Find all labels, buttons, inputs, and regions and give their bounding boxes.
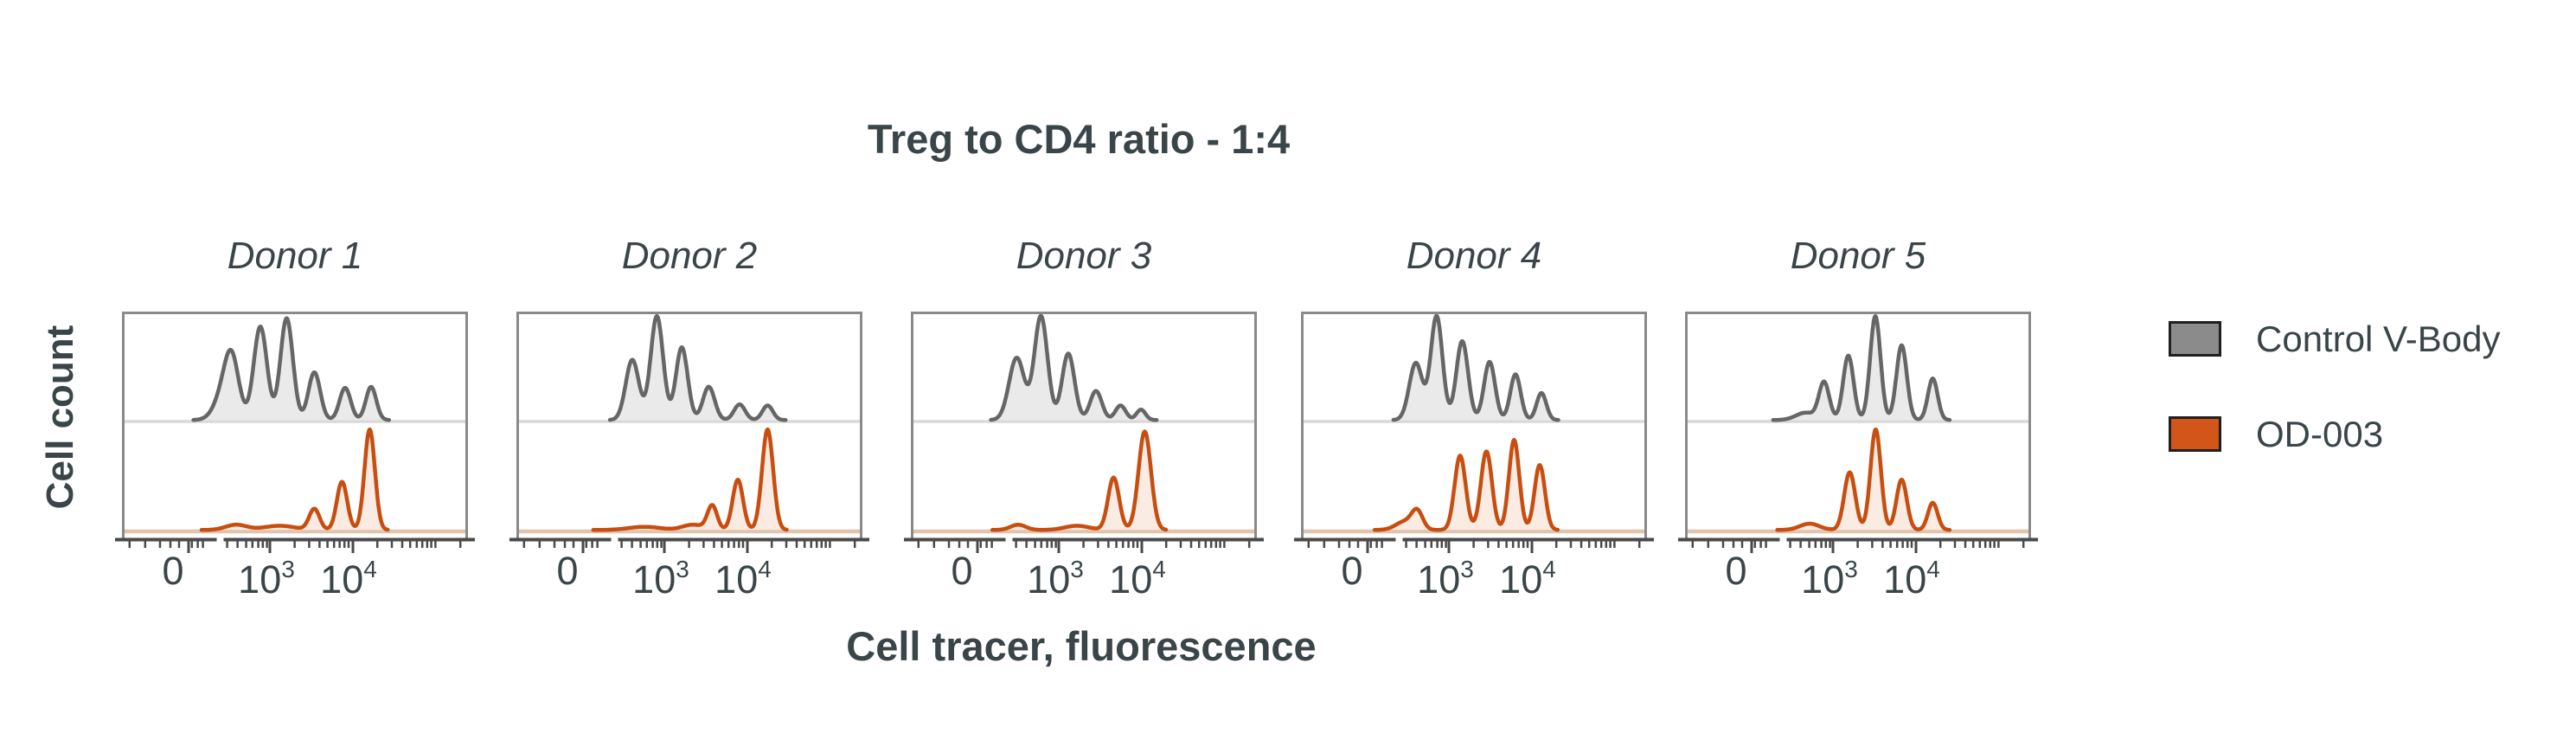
figure-title: Treg to CD4 ratio - 1:4 (867, 116, 1291, 162)
axis-tick-label: 103 (632, 556, 689, 602)
axis-tick-label: 104 (714, 556, 772, 602)
axis-tick-labels: 0 103 104 (1301, 549, 1647, 602)
panel-border (911, 312, 1257, 539)
axis-tick-labels: 0 103 104 (1685, 549, 2031, 602)
axis-tick-label: 0 (951, 549, 973, 593)
control-histogram-fill (1772, 316, 1950, 421)
axis-tick-labels: 0 103 104 (122, 549, 468, 602)
axis-tick-label: 0 (556, 549, 579, 593)
histogram-plot (115, 312, 475, 553)
control-histogram-fill (990, 315, 1157, 421)
axis-tick-label: 104 (320, 556, 377, 602)
od003-color-swatch (2169, 416, 2221, 452)
od003-histogram-line (1775, 427, 1952, 532)
control-color-swatch (2169, 321, 2221, 357)
panel-border (1685, 312, 2031, 539)
control-histogram-line (989, 313, 1159, 422)
axis-tick-label: 103 (1027, 556, 1084, 602)
donor-panel: Donor 4 0 103 104 (1294, 234, 1654, 615)
donor-label: Donor 2 (621, 235, 758, 277)
axis-tick-label: 103 (1801, 556, 1858, 602)
od003-histogram-line (1372, 438, 1560, 532)
donor-panel: Donor 3 0 103 104 (904, 234, 1264, 615)
panel-border (1301, 312, 1647, 539)
control-histogram-fill (1393, 315, 1559, 421)
donor-panel: Donor 1 0 103 104 (115, 234, 475, 615)
axis-tick-label: 104 (1499, 556, 1556, 602)
histogram-plot (1678, 312, 2038, 553)
panel-border (516, 312, 862, 539)
panel-border (122, 312, 468, 539)
od003-histogram-fill (202, 429, 388, 531)
histogram-plot (904, 312, 1264, 553)
axis-tick-label: 104 (1883, 556, 1940, 602)
donor-panel: Donor 5 0 103 104 (1678, 234, 2038, 615)
donor-panel: Donor 2 0 103 104 (509, 234, 869, 615)
axis-tick-label: 0 (162, 549, 184, 593)
donor-label: Donor 3 (1016, 235, 1152, 277)
axis-tick-label: 104 (1109, 556, 1166, 602)
histogram-plot (1294, 312, 1654, 553)
histogram-plot (509, 312, 869, 553)
donor-label: Donor 5 (1790, 235, 1926, 277)
control-histogram-line (191, 316, 392, 422)
od003-histogram-line (591, 428, 789, 532)
y-axis-label: Cell count (39, 325, 81, 510)
control-histogram-line (1391, 313, 1560, 422)
control-histogram-line (607, 313, 788, 422)
legend-label: Control V-Body (2256, 319, 2501, 359)
x-axis-label: Cell tracer, fluorescence (846, 623, 1317, 669)
legend-label: OD-003 (2256, 414, 2384, 454)
axis-tick-label: 0 (1341, 549, 1363, 593)
donor-label: Donor 1 (227, 235, 363, 277)
axis-tick-labels: 0 103 104 (911, 549, 1257, 602)
donor-label: Donor 4 (1406, 235, 1542, 277)
axis-tick-label: 103 (238, 556, 295, 602)
od003-histogram-line (990, 429, 1169, 532)
legend-item-control: Control V-Body (2169, 321, 2500, 357)
od003-histogram-fill (593, 429, 787, 531)
axis-tick-label: 0 (1725, 549, 1747, 593)
od003-histogram-fill (992, 431, 1166, 531)
control-histogram-fill (193, 318, 389, 421)
axis-tick-label: 103 (1417, 556, 1474, 602)
axis-tick-labels: 0 103 104 (516, 549, 862, 602)
control-histogram-line (1771, 314, 1952, 422)
od003-histogram-line (199, 427, 390, 532)
legend-item-od003: OD-003 (2169, 414, 2384, 454)
